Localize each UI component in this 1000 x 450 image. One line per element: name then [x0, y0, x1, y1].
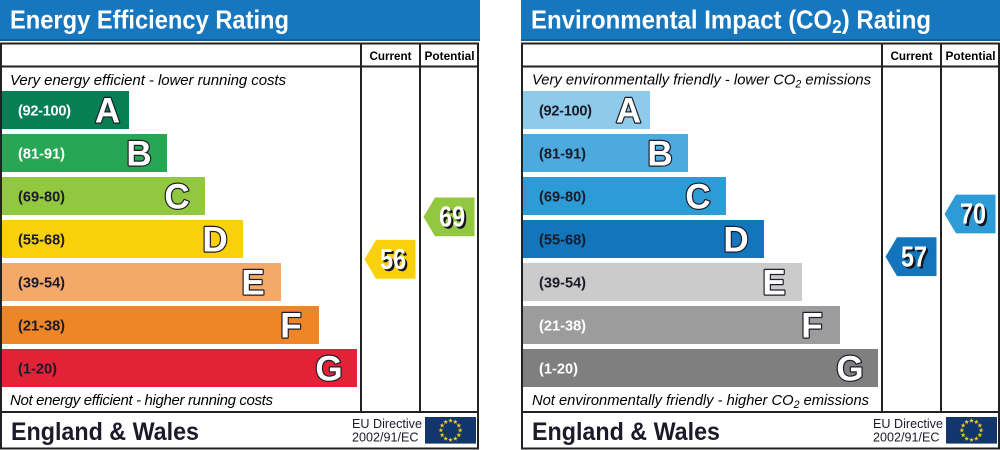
svg-text:(81-91): (81-91): [18, 147, 65, 163]
svg-text:69: 69: [441, 204, 467, 236]
svg-text:Not environmentally friendly -: Not environmentally friendly - higher CO…: [532, 392, 869, 411]
svg-text:E: E: [762, 264, 785, 303]
svg-text:Potential: Potential: [425, 49, 475, 63]
svg-text:Energy Efficiency Rating: Energy Efficiency Rating: [10, 4, 289, 34]
svg-text:England & Wales: England & Wales: [11, 418, 199, 446]
svg-text:57: 57: [901, 241, 927, 273]
svg-text:70: 70: [960, 199, 986, 231]
svg-text:EU Directive: EU Directive: [873, 417, 943, 431]
svg-text:A: A: [95, 92, 120, 131]
svg-text:B: B: [126, 135, 151, 174]
svg-text:Potential: Potential: [946, 49, 996, 63]
svg-text:(81-91): (81-91): [539, 147, 586, 163]
svg-text:69: 69: [439, 202, 465, 234]
svg-text:D: D: [202, 221, 227, 260]
svg-text:Current: Current: [370, 49, 412, 63]
svg-text:G: G: [315, 350, 342, 389]
svg-text:(1-20): (1-20): [539, 362, 578, 378]
svg-text:(69-80): (69-80): [539, 190, 586, 206]
svg-text:2002/91/EC: 2002/91/EC: [352, 431, 419, 445]
svg-text:A: A: [616, 92, 641, 131]
svg-text:(39-54): (39-54): [18, 276, 65, 292]
svg-text:(21-38): (21-38): [18, 319, 65, 335]
svg-text:(55-68): (55-68): [539, 233, 586, 249]
svg-text:F: F: [280, 307, 301, 346]
svg-text:G: G: [836, 350, 863, 389]
svg-text:(55-68): (55-68): [18, 233, 65, 249]
svg-text:B: B: [647, 135, 672, 174]
svg-text:(69-80): (69-80): [18, 190, 65, 206]
svg-text:(1-20): (1-20): [18, 362, 57, 378]
svg-text:Environmental Impact (CO2) Rat: Environmental Impact (CO2) Rating: [531, 4, 931, 37]
svg-text:57: 57: [903, 244, 929, 276]
svg-text:(92-100): (92-100): [539, 104, 592, 120]
svg-text:D: D: [723, 221, 748, 260]
svg-text:Not energy efficient - higher: Not energy efficient - higher running co…: [10, 392, 274, 409]
svg-text:E: E: [241, 264, 264, 303]
svg-text:F: F: [801, 307, 822, 346]
svg-text:Very environmentally friendly: Very environmentally friendly - lower CO…: [532, 72, 871, 91]
svg-text:56: 56: [382, 246, 408, 278]
svg-text:Current: Current: [891, 49, 933, 63]
svg-text:56: 56: [380, 244, 406, 276]
svg-text:Very energy efficient - lower: Very energy efficient - lower running co…: [10, 72, 287, 89]
svg-text:EU Directive: EU Directive: [352, 417, 422, 431]
svg-text:C: C: [685, 178, 710, 217]
svg-text:C: C: [164, 178, 189, 217]
svg-text:(39-54): (39-54): [539, 276, 586, 292]
svg-text:England & Wales: England & Wales: [532, 418, 720, 446]
svg-text:(92-100): (92-100): [18, 104, 71, 120]
svg-text:70: 70: [962, 201, 988, 233]
svg-text:(21-38): (21-38): [539, 319, 586, 335]
svg-text:2002/91/EC: 2002/91/EC: [873, 431, 940, 445]
